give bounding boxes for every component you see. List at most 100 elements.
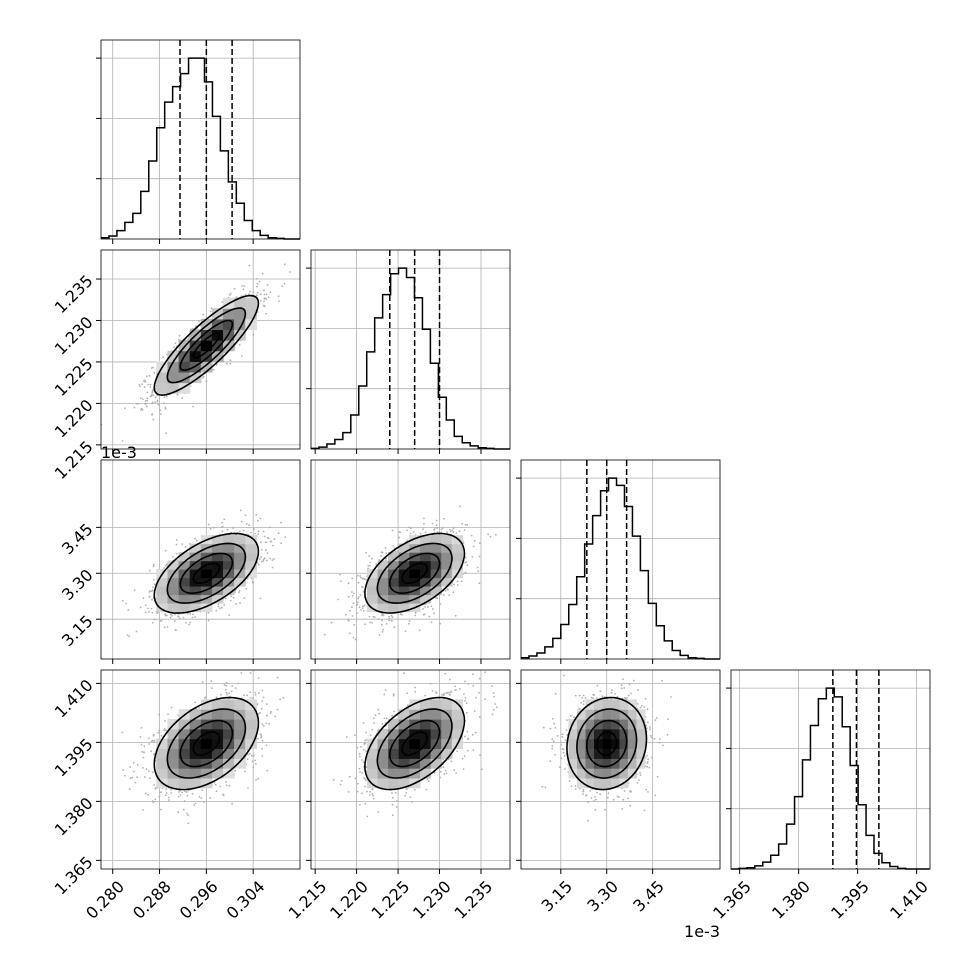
sample-point — [229, 362, 232, 365]
panel-frame — [100, 249, 301, 450]
sample-point — [260, 736, 262, 739]
sample-point — [371, 557, 373, 560]
sample-point — [436, 531, 439, 534]
sample-point — [228, 293, 231, 296]
sample-point — [163, 567, 166, 569]
density-cell — [211, 308, 224, 320]
density-cell — [234, 318, 246, 330]
sample-point — [261, 700, 263, 702]
sample-point — [463, 529, 466, 531]
sample-point — [163, 396, 166, 399]
density-cell — [156, 382, 168, 394]
density-cell — [245, 297, 257, 309]
sample-point — [349, 609, 351, 612]
hist-panel-2 — [516, 459, 721, 660]
sample-point — [164, 549, 167, 552]
density-cell — [200, 594, 213, 604]
sample-point — [181, 397, 183, 399]
density-cell — [430, 586, 442, 596]
density-cell — [189, 552, 202, 562]
density-cell — [234, 297, 246, 309]
sample-point — [175, 539, 178, 541]
sample-point — [414, 614, 417, 617]
density-cell — [377, 603, 389, 613]
sample-point — [261, 689, 264, 692]
sample-point — [257, 533, 260, 535]
sample-point — [124, 407, 126, 410]
sample-point — [351, 606, 353, 608]
sample-point — [187, 338, 190, 341]
sample-point — [160, 734, 163, 737]
sample-point — [242, 288, 245, 291]
sample-point — [243, 597, 246, 600]
density-cell — [189, 560, 202, 570]
sample-point — [345, 613, 347, 616]
sample-point — [391, 616, 394, 618]
sample-point — [174, 613, 176, 616]
sample-point — [369, 565, 371, 567]
sample-point — [422, 608, 424, 610]
sample-point — [388, 615, 390, 618]
sample-point — [248, 264, 251, 267]
sample-point — [367, 567, 370, 570]
sample-point — [255, 514, 258, 516]
sample-point — [151, 621, 154, 624]
sample-point — [400, 613, 403, 616]
sample-point — [448, 594, 451, 596]
sample-point — [174, 628, 177, 631]
density-cell — [398, 594, 410, 604]
sample-point — [356, 601, 359, 604]
density-cell — [223, 318, 235, 330]
sample-point — [245, 587, 248, 590]
sample-point — [283, 263, 286, 266]
sample-point — [371, 622, 373, 624]
hist-panel-3 — [726, 669, 931, 870]
sample-point — [157, 731, 160, 734]
sample-point — [163, 402, 165, 405]
sample-point — [454, 614, 457, 617]
sample-point — [144, 399, 147, 402]
density-cell — [420, 577, 432, 587]
sample-point — [351, 615, 354, 617]
sample-point — [381, 631, 384, 633]
sample-point — [168, 799, 170, 801]
sample-point — [149, 590, 151, 592]
sample-point — [201, 681, 204, 683]
sample-point — [347, 582, 350, 585]
sample-point — [143, 776, 146, 778]
sample-point — [271, 566, 274, 569]
sample-point — [160, 619, 163, 622]
sample-point — [152, 771, 154, 774]
sample-point — [171, 556, 174, 558]
sample-point — [152, 586, 155, 589]
sample-point — [146, 391, 149, 394]
density-cell — [366, 577, 379, 587]
sample-point — [373, 616, 376, 618]
sample-point — [378, 559, 381, 561]
density-cell — [178, 577, 191, 587]
sample-point — [422, 528, 424, 530]
contour-line — [388, 552, 441, 595]
density-cell — [245, 552, 257, 562]
sample-point — [323, 633, 326, 636]
sample-point — [459, 505, 461, 508]
sample-point — [369, 561, 371, 564]
contour-line — [153, 294, 260, 396]
density-cell — [409, 535, 421, 545]
sample-point — [221, 301, 224, 303]
density-cell — [388, 560, 400, 570]
sample-point — [165, 395, 168, 397]
sample-point — [175, 543, 178, 546]
sample-point — [154, 396, 157, 399]
sample-point — [182, 616, 185, 619]
sample-point — [260, 735, 263, 738]
sample-point — [369, 621, 372, 624]
sample-point — [263, 557, 266, 560]
sample-point — [220, 606, 223, 609]
sample-point — [259, 293, 262, 296]
sample-point — [194, 537, 196, 540]
sample-point — [192, 613, 195, 616]
density-cell — [200, 569, 213, 579]
sample-point — [266, 552, 269, 554]
